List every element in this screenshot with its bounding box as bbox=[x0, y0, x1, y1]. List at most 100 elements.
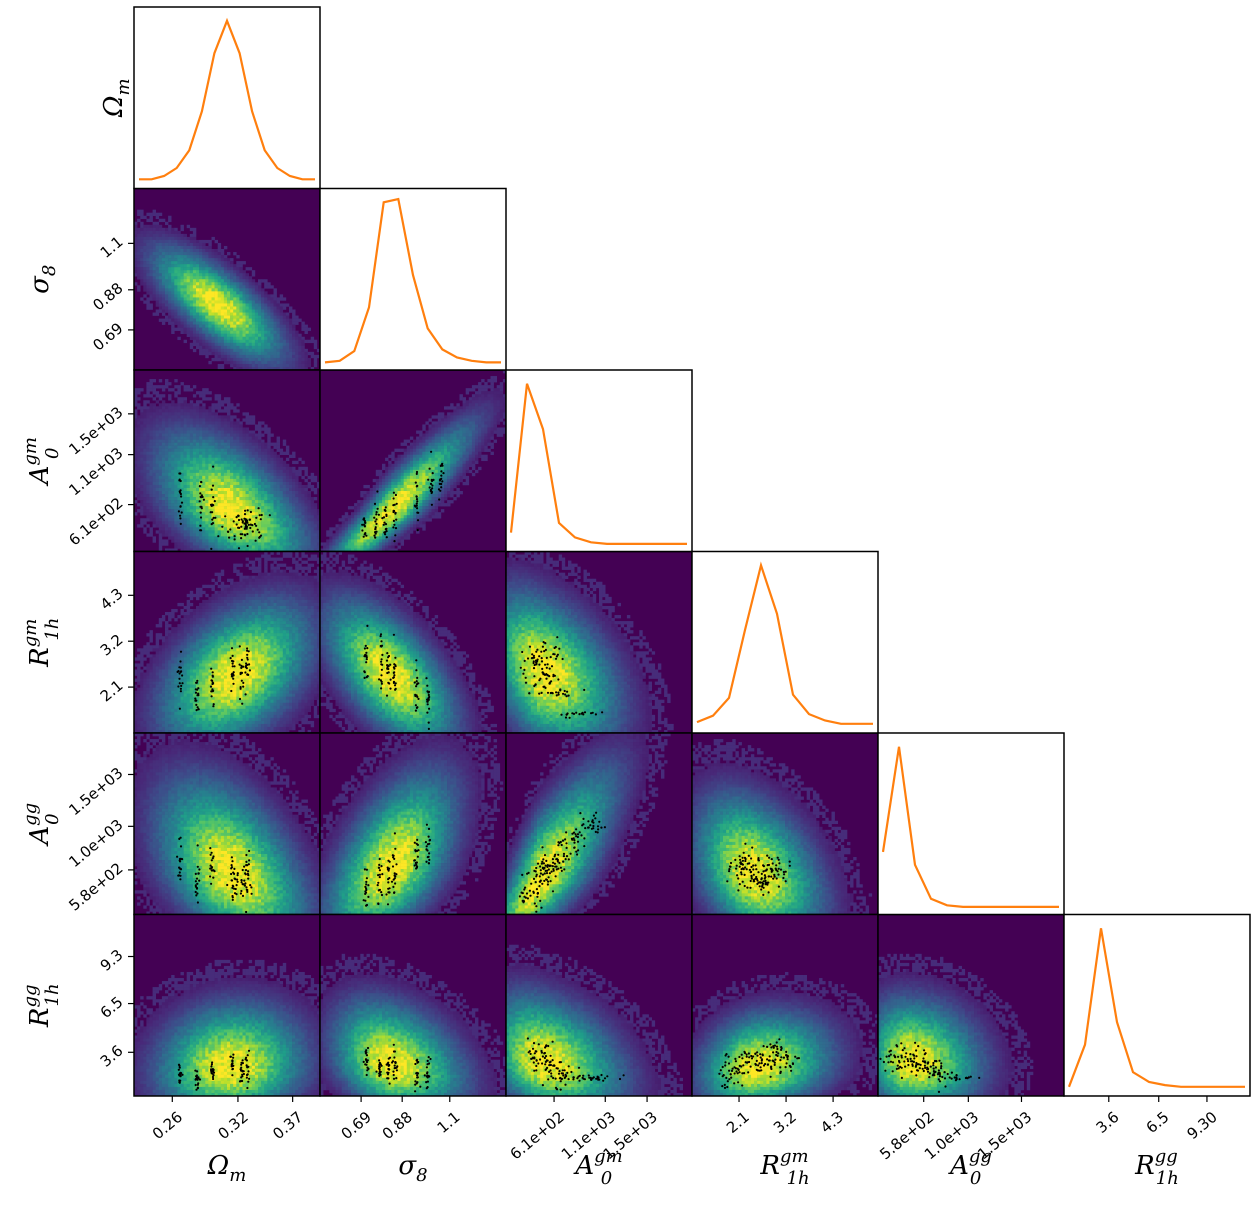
density-bin bbox=[199, 306, 202, 309]
density-bin bbox=[165, 285, 168, 288]
density-bin bbox=[208, 294, 211, 297]
density-bin bbox=[199, 255, 202, 258]
density-bin bbox=[184, 300, 187, 303]
density-bin bbox=[292, 346, 295, 349]
density-bin bbox=[165, 542, 168, 545]
density-bin bbox=[205, 270, 208, 273]
density-bin bbox=[193, 322, 196, 325]
density-bin bbox=[153, 503, 156, 506]
density-bin bbox=[177, 421, 180, 424]
density-bin bbox=[174, 328, 177, 331]
density-bin bbox=[274, 297, 277, 300]
density-bin bbox=[264, 279, 267, 282]
density-bin bbox=[137, 403, 140, 406]
density-bin bbox=[181, 313, 184, 316]
density-bin bbox=[267, 355, 270, 358]
density-bin bbox=[212, 237, 215, 240]
density-bin bbox=[156, 431, 159, 434]
density-bin bbox=[249, 285, 252, 288]
density-bin bbox=[277, 297, 280, 300]
density-bin bbox=[243, 291, 246, 294]
density-bin bbox=[280, 337, 283, 340]
density-bin bbox=[243, 325, 246, 328]
density-bin bbox=[153, 279, 156, 282]
density-bin bbox=[181, 225, 184, 228]
density-bin bbox=[246, 294, 249, 297]
density-bin bbox=[301, 346, 304, 349]
density-bin bbox=[171, 530, 174, 533]
density-bin bbox=[171, 303, 174, 306]
density-bin bbox=[146, 288, 149, 291]
density-bin bbox=[159, 231, 162, 234]
density-bin bbox=[162, 434, 165, 437]
density-bin bbox=[174, 319, 177, 322]
density-bin bbox=[224, 322, 227, 325]
density-bin bbox=[190, 249, 193, 252]
density-bin bbox=[243, 316, 246, 319]
density-bin bbox=[177, 449, 180, 452]
density-bin bbox=[202, 346, 205, 349]
density-bin bbox=[246, 306, 249, 309]
density-bin bbox=[171, 300, 174, 303]
density-bin bbox=[224, 300, 227, 303]
density-bin bbox=[230, 282, 233, 285]
density-bin bbox=[174, 434, 177, 437]
density-bin bbox=[156, 424, 159, 427]
density-bin bbox=[190, 303, 193, 306]
density-bin bbox=[221, 340, 224, 343]
density-bin bbox=[162, 279, 165, 282]
density-bin bbox=[171, 515, 174, 518]
density-bin bbox=[140, 470, 143, 473]
density-bin bbox=[140, 388, 143, 391]
density-bin bbox=[162, 252, 165, 255]
density-bin bbox=[202, 276, 205, 279]
density-bin bbox=[150, 424, 153, 427]
density-bin bbox=[137, 388, 140, 391]
density-bin bbox=[227, 346, 230, 349]
density-bin bbox=[168, 228, 171, 231]
density-bin bbox=[159, 228, 162, 231]
density-bin bbox=[212, 300, 215, 303]
density-bin bbox=[150, 497, 153, 500]
density-bin bbox=[150, 506, 153, 509]
density-bin bbox=[196, 279, 199, 282]
density-bin bbox=[193, 282, 196, 285]
density-bin bbox=[264, 340, 267, 343]
density-bin bbox=[286, 331, 289, 334]
density-bin bbox=[174, 437, 177, 440]
density-bin bbox=[159, 310, 162, 313]
density-bin bbox=[202, 334, 205, 337]
density-bin bbox=[153, 467, 156, 470]
density-bin bbox=[187, 334, 190, 337]
density-bin bbox=[249, 300, 252, 303]
density-bin bbox=[252, 337, 255, 340]
density-bin bbox=[208, 316, 211, 319]
density-bin bbox=[174, 530, 177, 533]
density-bin bbox=[224, 255, 227, 258]
density-bin bbox=[156, 243, 159, 246]
density-bin bbox=[298, 349, 301, 352]
density-bin bbox=[205, 252, 208, 255]
density-bin bbox=[286, 340, 289, 343]
density-bin bbox=[165, 412, 168, 415]
density-bin bbox=[153, 210, 156, 213]
density-bin bbox=[230, 325, 233, 328]
density-bin bbox=[150, 530, 153, 533]
density-bin bbox=[150, 306, 153, 309]
density-bin bbox=[258, 297, 261, 300]
density-bin bbox=[215, 294, 218, 297]
density-bin bbox=[153, 434, 156, 437]
density-bin bbox=[153, 276, 156, 279]
density-bin bbox=[212, 288, 215, 291]
density-bin bbox=[277, 352, 280, 355]
density-bin bbox=[274, 288, 277, 291]
density-bin bbox=[184, 267, 187, 270]
density-bin bbox=[159, 424, 162, 427]
density-bin bbox=[208, 279, 211, 282]
density-bin bbox=[159, 476, 162, 479]
density-bin bbox=[162, 473, 165, 476]
density-bin bbox=[140, 246, 143, 249]
density-bin bbox=[221, 288, 224, 291]
density-bin bbox=[140, 234, 143, 237]
